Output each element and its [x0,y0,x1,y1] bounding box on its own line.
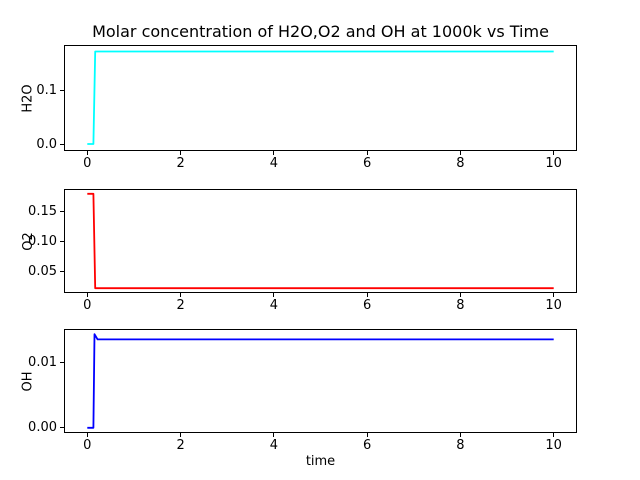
x-tick-label: 4 [269,298,278,313]
x-tick-label: 10 [545,438,562,453]
x-tick-label: 0 [83,156,92,171]
x-tick-label: 6 [362,438,372,453]
h2o-series-line [87,50,554,145]
x-tick-mark [180,433,182,437]
x-tick-mark [180,151,182,155]
y-tick-label: 0.10 [28,234,57,250]
x-tick-mark [86,293,88,297]
x-tick-label: 2 [176,298,185,313]
subplot-oh: OH 0 2 4 6 8 10 0.00 0.01 [21,329,577,453]
x-tick-label: 8 [456,156,465,171]
subplot-o2: O2 0 2 4 6 8 10 0.05 0.10 0.15 [21,189,577,313]
x-tick-label: 4 [269,156,278,171]
y-axis-label-h2o: H2O [20,83,36,113]
y-tick-label: 0.1 [36,82,57,98]
x-tick-mark [366,293,368,297]
x-tick-label: 10 [545,298,562,313]
o2-series-line [87,192,554,290]
x-tick-mark [273,433,275,437]
x-tick-label: 6 [362,298,372,313]
y-tick-mark [60,270,64,272]
subplot-h2o: H2O 0 2 4 6 8 10 0.0 0.1 [21,45,577,171]
y-axis-label-oh: OH [20,370,36,392]
y-tick-label: 0.00 [28,420,57,436]
x-tick-label: 8 [456,438,465,453]
y-tick-label: 0.0 [36,137,57,152]
oh-series-line [87,333,554,429]
y-tick-label: 0.15 [28,204,57,220]
x-tick-mark [553,293,555,297]
y-tick-mark [60,241,64,243]
x-tick-mark [366,151,368,155]
oh-plot-area [64,329,577,433]
x-tick-label: 2 [176,156,185,171]
y-tick-mark [60,362,64,364]
x-tick-mark [86,433,88,437]
x-tick-label: 4 [269,438,278,453]
x-tick-mark [86,151,88,155]
chart-title: Molar concentration of H2O,O2 and OH at … [92,22,549,41]
h2o-plot-area [64,45,577,151]
y-tick-mark [60,427,64,429]
x-tick-mark [273,151,275,155]
x-tick-mark [553,151,555,155]
x-tick-label: 8 [456,298,465,313]
y-tick-label: 0.05 [28,263,57,279]
x-tick-mark [459,293,461,297]
x-tick-label: 0 [83,298,92,313]
axes-frame [64,189,577,293]
x-tick-mark [459,433,461,437]
y-tick-mark [60,144,64,145]
x-tick-label: 0 [83,438,92,453]
x-tick-mark [180,293,182,297]
x-tick-mark [553,433,555,437]
axes-frame [64,45,577,151]
x-axis-label-time: time [305,454,336,469]
x-tick-label: 6 [362,156,372,171]
axes-frame [64,329,577,433]
o2-plot-area [64,189,577,293]
y-tick-mark [60,211,64,213]
x-tick-mark [459,151,461,155]
x-tick-mark [273,293,275,297]
x-tick-mark [366,433,368,437]
x-tick-label: 10 [545,156,562,171]
y-tick-mark [60,89,64,91]
x-tick-label: 2 [176,438,185,453]
y-tick-label: 0.01 [28,355,57,371]
